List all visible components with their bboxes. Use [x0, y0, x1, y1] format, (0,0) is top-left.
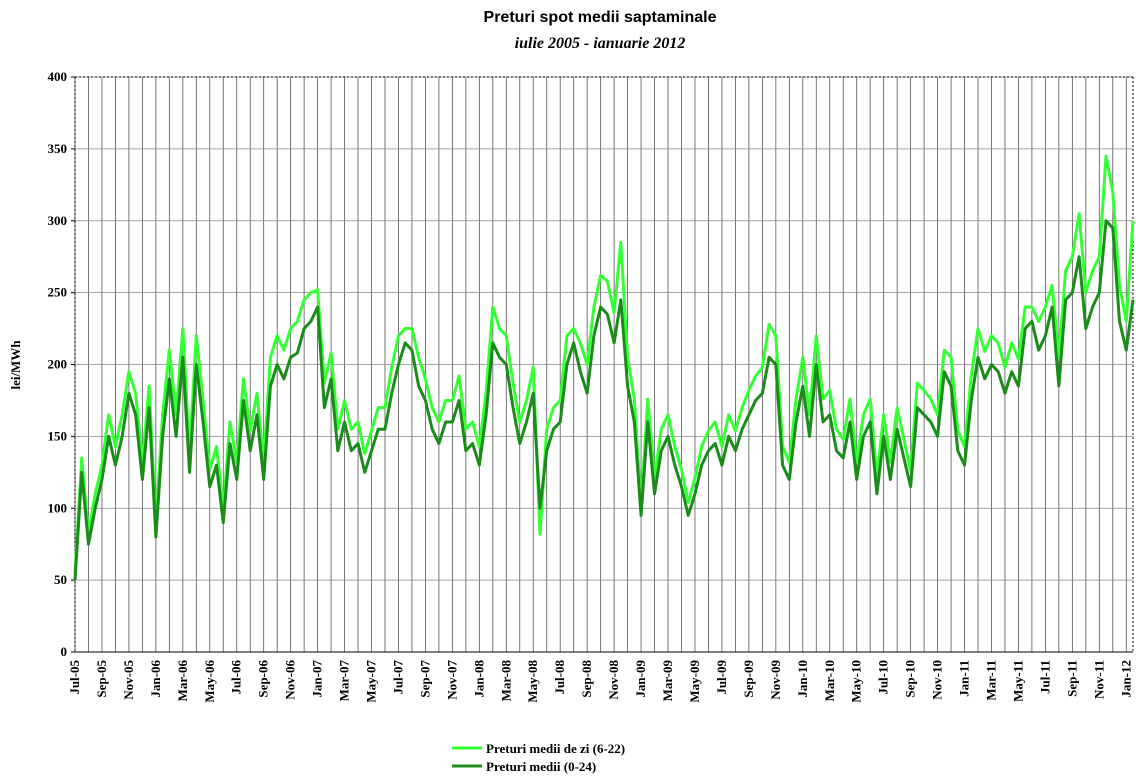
x-tick-label: Sep-08 [579, 660, 594, 698]
y-tick-label: 200 [48, 357, 68, 372]
x-tick-label: May-11 [1010, 660, 1025, 702]
x-tick-label: Jul-06 [229, 660, 244, 695]
x-tick-label: Mar-07 [337, 660, 352, 702]
x-tick-label: Jan-12 [1118, 660, 1133, 698]
x-tick-label: May-08 [525, 660, 540, 703]
x-tick-label: May-09 [687, 660, 702, 703]
x-tick-label: Nov-09 [768, 660, 783, 700]
x-tick-label: Sep-10 [903, 660, 918, 698]
x-tick-label: Jan-07 [310, 660, 325, 698]
x-tick-label: Jul-11 [1037, 660, 1052, 694]
x-tick-label: Mar-09 [660, 660, 675, 702]
x-tick-label: Jan-11 [957, 660, 972, 697]
x-tick-label: Jul-07 [390, 660, 405, 695]
x-tick-label: Jan-09 [633, 660, 648, 698]
y-tick-label: 250 [48, 285, 68, 300]
x-tick-label: Jan-06 [148, 660, 163, 698]
y-tick-label: 400 [48, 69, 68, 84]
x-tick-label: May-10 [849, 660, 864, 703]
x-tick-label: Mar-10 [822, 660, 837, 701]
x-tick-label: Jul-08 [552, 660, 567, 695]
x-tick-label: May-06 [202, 660, 217, 703]
y-tick-label: 150 [48, 428, 68, 443]
x-tick-label: Sep-07 [417, 660, 432, 698]
x-tick-label: Mar-11 [983, 660, 998, 701]
x-tick-label: May-07 [364, 660, 379, 703]
legend-label: Preturi medii (0-24) [486, 759, 596, 774]
y-axis-label: lei/MWh [8, 340, 23, 390]
y-tick-label: 0 [61, 644, 68, 659]
legend-label: Preturi medii de zi (6-22) [486, 741, 625, 756]
series-line [73, 154, 1135, 574]
x-tick-label: Nov-10 [930, 660, 945, 700]
chart-subtitle: iulie 2005 - ianuarie 2012 [515, 35, 686, 52]
x-tick-label: Nov-05 [121, 660, 136, 700]
x-tick-label: Nov-08 [606, 660, 621, 700]
x-tick-label: Jul-05 [67, 660, 82, 695]
x-tick-label: Mar-08 [498, 660, 513, 702]
x-tick-label: Sep-06 [256, 660, 271, 698]
chart-title: Preturi spot medii saptaminale [484, 9, 717, 26]
y-tick-label: 350 [48, 141, 68, 156]
x-tick-label: Jul-09 [714, 660, 729, 695]
y-tick-label: 100 [48, 500, 68, 515]
x-tick-label: Jan-10 [795, 660, 810, 698]
x-tick-label: Sep-11 [1064, 660, 1079, 697]
series-line [73, 219, 1135, 581]
x-tick-label: Jul-10 [876, 660, 891, 695]
x-tick-label: Sep-05 [94, 660, 109, 698]
y-tick-label: 300 [48, 213, 68, 228]
x-tick-label: Jan-08 [471, 660, 486, 698]
y-tick-label: 50 [54, 572, 67, 587]
x-tick-label: Sep-09 [741, 660, 756, 698]
x-tick-label: Nov-11 [1091, 660, 1106, 699]
x-tick-label: Nov-07 [444, 660, 459, 700]
x-tick-label: Nov-06 [283, 660, 298, 700]
x-tick-label: Mar-06 [175, 660, 190, 702]
